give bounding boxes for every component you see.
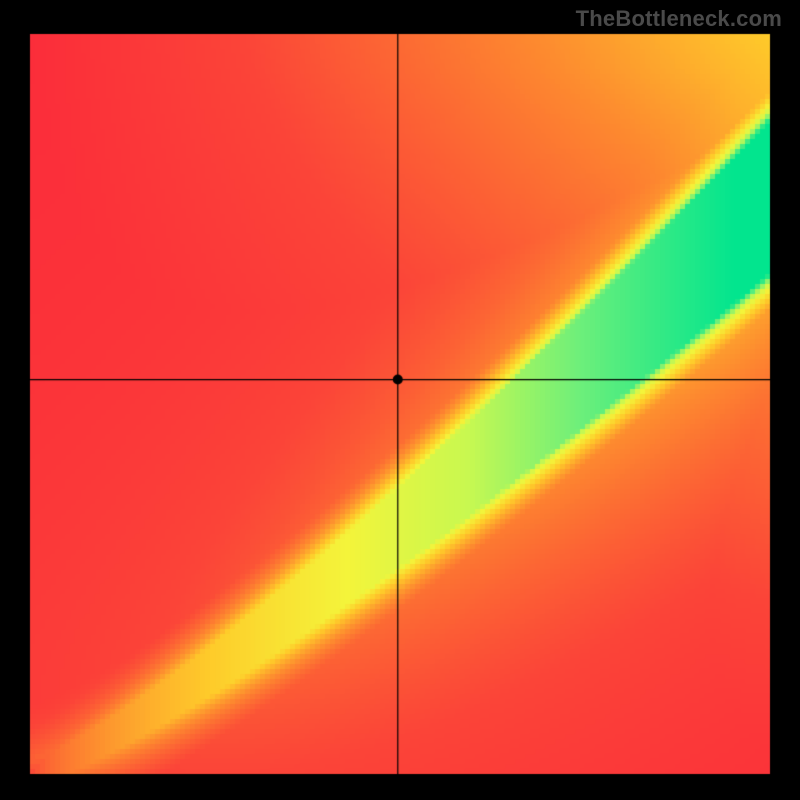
bottleneck-heatmap-canvas xyxy=(0,0,800,800)
watermark-text: TheBottleneck.com xyxy=(576,6,782,32)
chart-container: TheBottleneck.com xyxy=(0,0,800,800)
